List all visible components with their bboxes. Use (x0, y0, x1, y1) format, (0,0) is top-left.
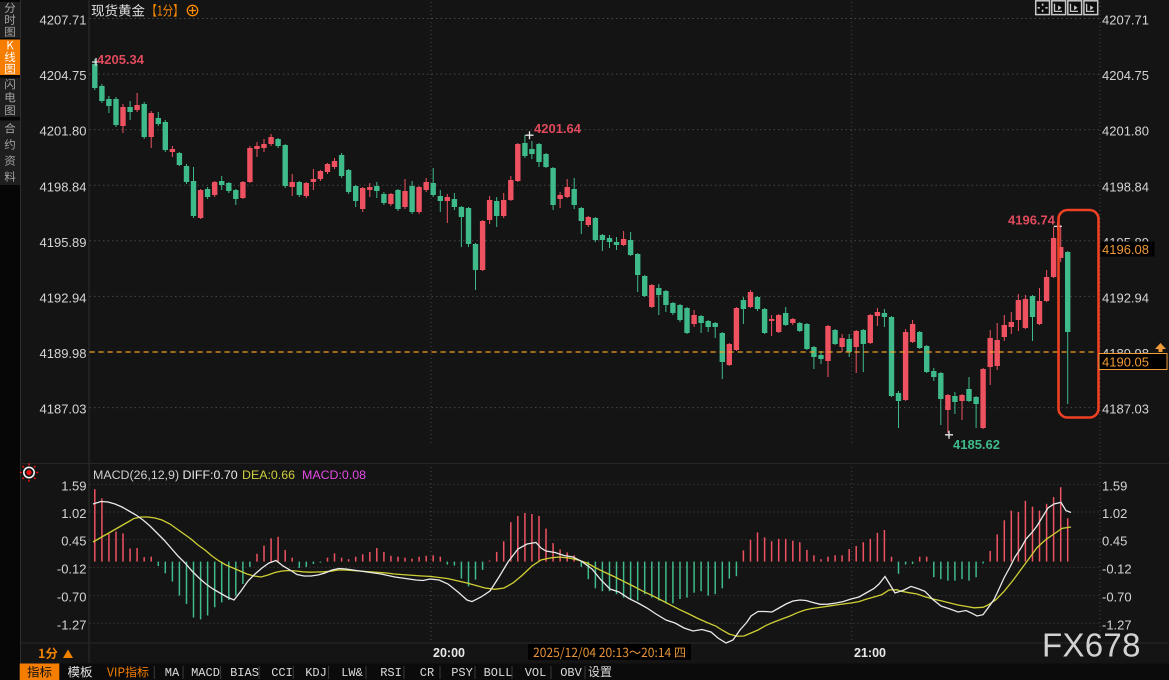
svg-text:-0.70: -0.70 (57, 590, 87, 605)
svg-text:4205.34: 4205.34 (97, 52, 145, 67)
svg-text:VOL: VOL (525, 666, 547, 680)
svg-text:MACD: MACD (191, 666, 220, 680)
svg-text:RSI: RSI (380, 666, 402, 680)
svg-text:4190.05: 4190.05 (1102, 355, 1149, 370)
svg-text:4196.74: 4196.74 (1008, 213, 1056, 228)
svg-text:4198.84: 4198.84 (40, 179, 87, 194)
svg-text:4204.75: 4204.75 (40, 68, 87, 83)
svg-text:4189.98: 4189.98 (40, 346, 87, 361)
svg-text:-0.12: -0.12 (57, 561, 87, 576)
svg-text:4207.71: 4207.71 (40, 13, 87, 28)
svg-text:1.02: 1.02 (1102, 506, 1127, 521)
svg-text:PSY: PSY (451, 666, 473, 680)
svg-text:0.45: 0.45 (61, 534, 86, 549)
svg-text:-1.27: -1.27 (1102, 617, 1132, 632)
svg-text:4192.94: 4192.94 (40, 290, 87, 305)
svg-text:BOLL: BOLL (484, 666, 513, 680)
svg-text:4201.80: 4201.80 (1102, 124, 1149, 139)
svg-text:1.02: 1.02 (61, 506, 86, 521)
svg-text:4187.03: 4187.03 (1102, 402, 1149, 417)
svg-text:1.59: 1.59 (61, 478, 86, 493)
svg-text:4185.62: 4185.62 (953, 437, 1000, 452)
svg-text:MA: MA (165, 666, 180, 680)
svg-text:4201.80: 4201.80 (40, 124, 87, 139)
svg-text:4207.71: 4207.71 (1102, 13, 1149, 28)
svg-text:OBV: OBV (560, 666, 582, 680)
svg-text:4198.84: 4198.84 (1102, 179, 1149, 194)
svg-text:4204.75: 4204.75 (1102, 68, 1149, 83)
svg-text:-0.12: -0.12 (1102, 561, 1132, 576)
svg-text:20:00: 20:00 (433, 646, 465, 660)
svg-text:-0.70: -0.70 (1102, 590, 1132, 605)
svg-text:KDJ: KDJ (305, 666, 327, 680)
svg-text:LW&: LW& (341, 666, 363, 680)
svg-text:-1.27: -1.27 (57, 617, 87, 632)
svg-text:4192.94: 4192.94 (1102, 290, 1149, 305)
svg-text:FX678: FX678 (1042, 627, 1141, 664)
svg-text:1.59: 1.59 (1102, 478, 1127, 493)
svg-text:CCI: CCI (271, 666, 293, 680)
svg-text:4201.64: 4201.64 (534, 121, 582, 136)
svg-text:设置: 设置 (588, 665, 612, 680)
svg-text:4196.08: 4196.08 (1102, 242, 1149, 257)
svg-text:CR: CR (420, 666, 434, 680)
svg-text:4187.03: 4187.03 (40, 402, 87, 417)
svg-text:0.45: 0.45 (1102, 534, 1127, 549)
svg-text:4195.89: 4195.89 (40, 235, 87, 250)
svg-text:21:00: 21:00 (854, 646, 886, 660)
svg-text:BIAS: BIAS (230, 666, 259, 680)
